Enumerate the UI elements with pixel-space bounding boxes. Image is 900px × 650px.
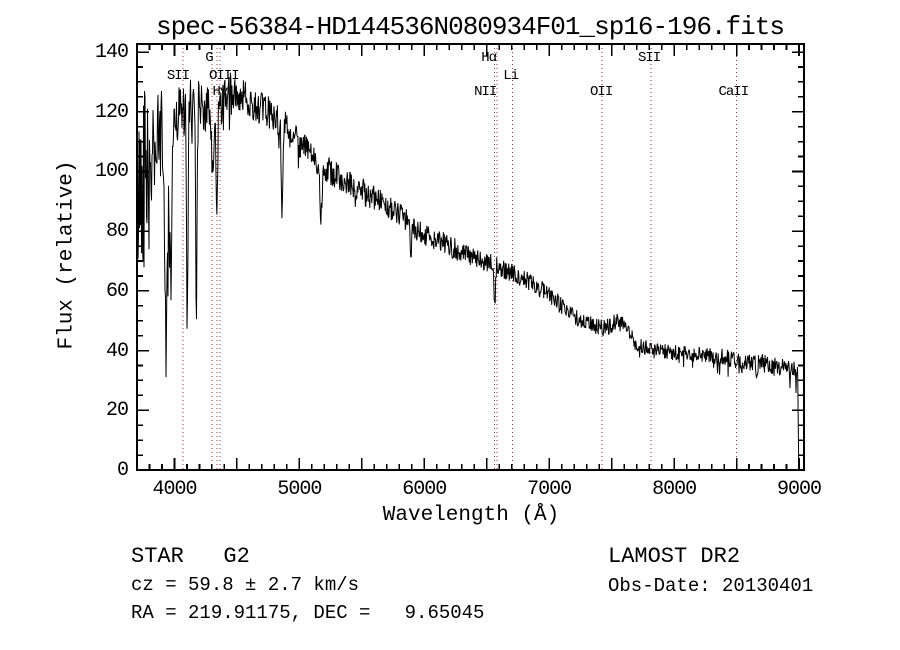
object-class-text: STAR G2: [131, 544, 250, 569]
x-tick-label: 7000: [527, 478, 572, 501]
spectral-line-label: Hα: [481, 50, 497, 66]
ra-dec-text: RA = 219.91175, DEC = 9.65045: [131, 602, 485, 624]
x-tick-label: 6000: [402, 478, 447, 501]
spectral-line-label: G: [205, 50, 213, 66]
spectral-line-label: NII: [474, 84, 497, 100]
spectral-line-label: OII: [590, 84, 613, 100]
y-tick-label: 20: [105, 399, 129, 423]
plot-title: spec-56384-HD144536N080934F01_sp16-196.f…: [156, 12, 785, 42]
x-tick-label: 5000: [277, 478, 322, 501]
y-tick-label: 40: [105, 339, 129, 363]
obs-date-text: Obs-Date: 20130401: [608, 575, 814, 597]
spectral-line-label: OIII: [209, 68, 240, 84]
spectral-line-label: SII: [638, 50, 661, 66]
spectral-line-label: SII: [166, 68, 190, 84]
x-tick-label: 8000: [652, 478, 697, 501]
spectrum-flux-curve: [136, 72, 800, 471]
y-tick-label: 140: [94, 41, 129, 65]
y-tick-label: 60: [105, 279, 129, 303]
cz-velocity-text: cz = 59.8 ± 2.7 km/s: [131, 574, 360, 596]
survey-release-text: LAMOST DR2: [608, 544, 741, 569]
x-tick-label: 4000: [152, 478, 197, 501]
y-axis-label: Flux (relative): [55, 160, 79, 350]
y-tick-label: 120: [94, 100, 129, 124]
y-tick-label: 80: [105, 220, 129, 244]
spectral-line-label: Li: [503, 68, 519, 84]
x-axis-label: Wavelength (Å): [382, 504, 560, 527]
spectral-line-label: Hγ: [212, 84, 229, 100]
plot-frame: [136, 43, 805, 471]
x-tick-label: 9000: [776, 478, 822, 501]
y-tick-label: 0: [116, 459, 129, 482]
spectral-line-label: CaII: [718, 84, 749, 100]
y-tick-label: 100: [94, 160, 129, 184]
